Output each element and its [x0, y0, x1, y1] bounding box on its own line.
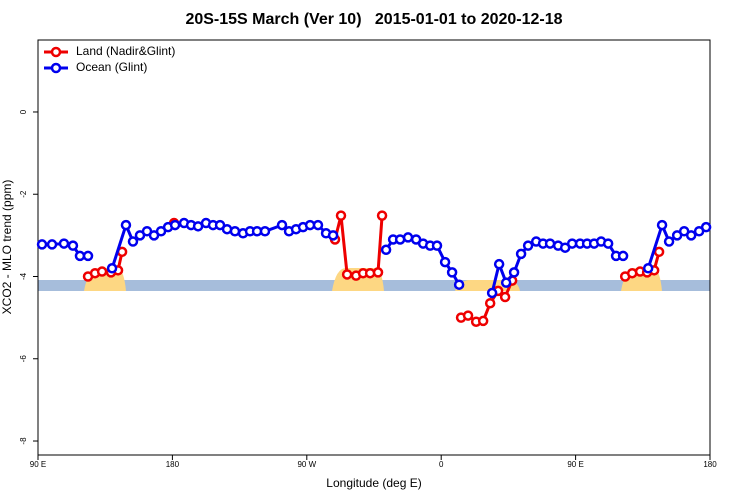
data-point	[169, 219, 181, 231]
y-tick-label: -4	[19, 272, 28, 280]
data-point	[402, 232, 414, 243]
data-point	[36, 239, 48, 250]
data-point	[617, 250, 629, 262]
data-point	[312, 219, 324, 231]
data-point	[82, 250, 94, 262]
data-point	[642, 263, 654, 274]
y-tick-label: -2	[19, 190, 28, 198]
legend-marker	[50, 62, 62, 74]
x-tick-label: 90 W	[297, 460, 316, 469]
data-point	[500, 277, 512, 288]
y-tick-label: 0	[19, 109, 28, 114]
data-point	[446, 267, 458, 278]
data-point	[522, 240, 534, 251]
y-tick-label: -8	[19, 437, 28, 445]
legend-label: Land (Nadir&Glint)	[76, 44, 175, 58]
data-point	[327, 230, 339, 241]
data-point	[544, 238, 556, 249]
data-point	[376, 210, 388, 221]
data-point	[453, 279, 465, 290]
data-point	[462, 310, 474, 321]
y-axis-label: XCO2 - MLO trend (ppm)	[0, 180, 14, 315]
x-tick-label: 180	[703, 460, 717, 469]
data-point	[341, 269, 353, 280]
x-tick-label: 90 E	[30, 460, 46, 469]
data-point	[229, 226, 241, 237]
data-point	[515, 248, 527, 260]
data-point	[67, 240, 79, 251]
data-point	[499, 291, 511, 303]
data-point	[58, 238, 70, 249]
legend: Land (Nadir&Glint) Ocean (Glint)	[44, 44, 175, 74]
data-point	[663, 236, 675, 247]
x-axis-label: Longitude (deg E)	[326, 476, 421, 490]
data-point	[484, 297, 496, 309]
data-point	[276, 219, 288, 231]
data-point	[380, 244, 392, 256]
data-point	[74, 250, 86, 262]
data-point	[106, 263, 118, 274]
data-point	[46, 239, 58, 250]
data-point	[685, 230, 697, 241]
y-tick-label: -6	[19, 355, 28, 363]
data-point	[508, 267, 520, 278]
data-point	[486, 287, 498, 299]
data-point	[120, 219, 132, 231]
data-point	[439, 256, 451, 268]
data-point	[493, 258, 505, 270]
data-point	[335, 210, 347, 221]
legend-label: Ocean (Glint)	[76, 60, 147, 74]
data-point	[653, 246, 665, 258]
data-point	[602, 238, 614, 249]
data-point	[259, 226, 271, 237]
data-point	[477, 315, 489, 327]
data-point	[96, 266, 108, 277]
x-tick-label: 90 E	[567, 460, 583, 469]
chart-title: 20S-15S March (Ver 10) 2015-01-01 to 202…	[185, 11, 562, 28]
data-point	[656, 219, 668, 231]
data-point	[127, 236, 139, 247]
data-point	[431, 240, 443, 251]
x-tick-label: 0	[439, 460, 444, 469]
data-point	[372, 267, 384, 278]
x-tick-label: 180	[166, 460, 180, 469]
data-point	[700, 221, 712, 233]
legend-marker	[50, 46, 62, 58]
